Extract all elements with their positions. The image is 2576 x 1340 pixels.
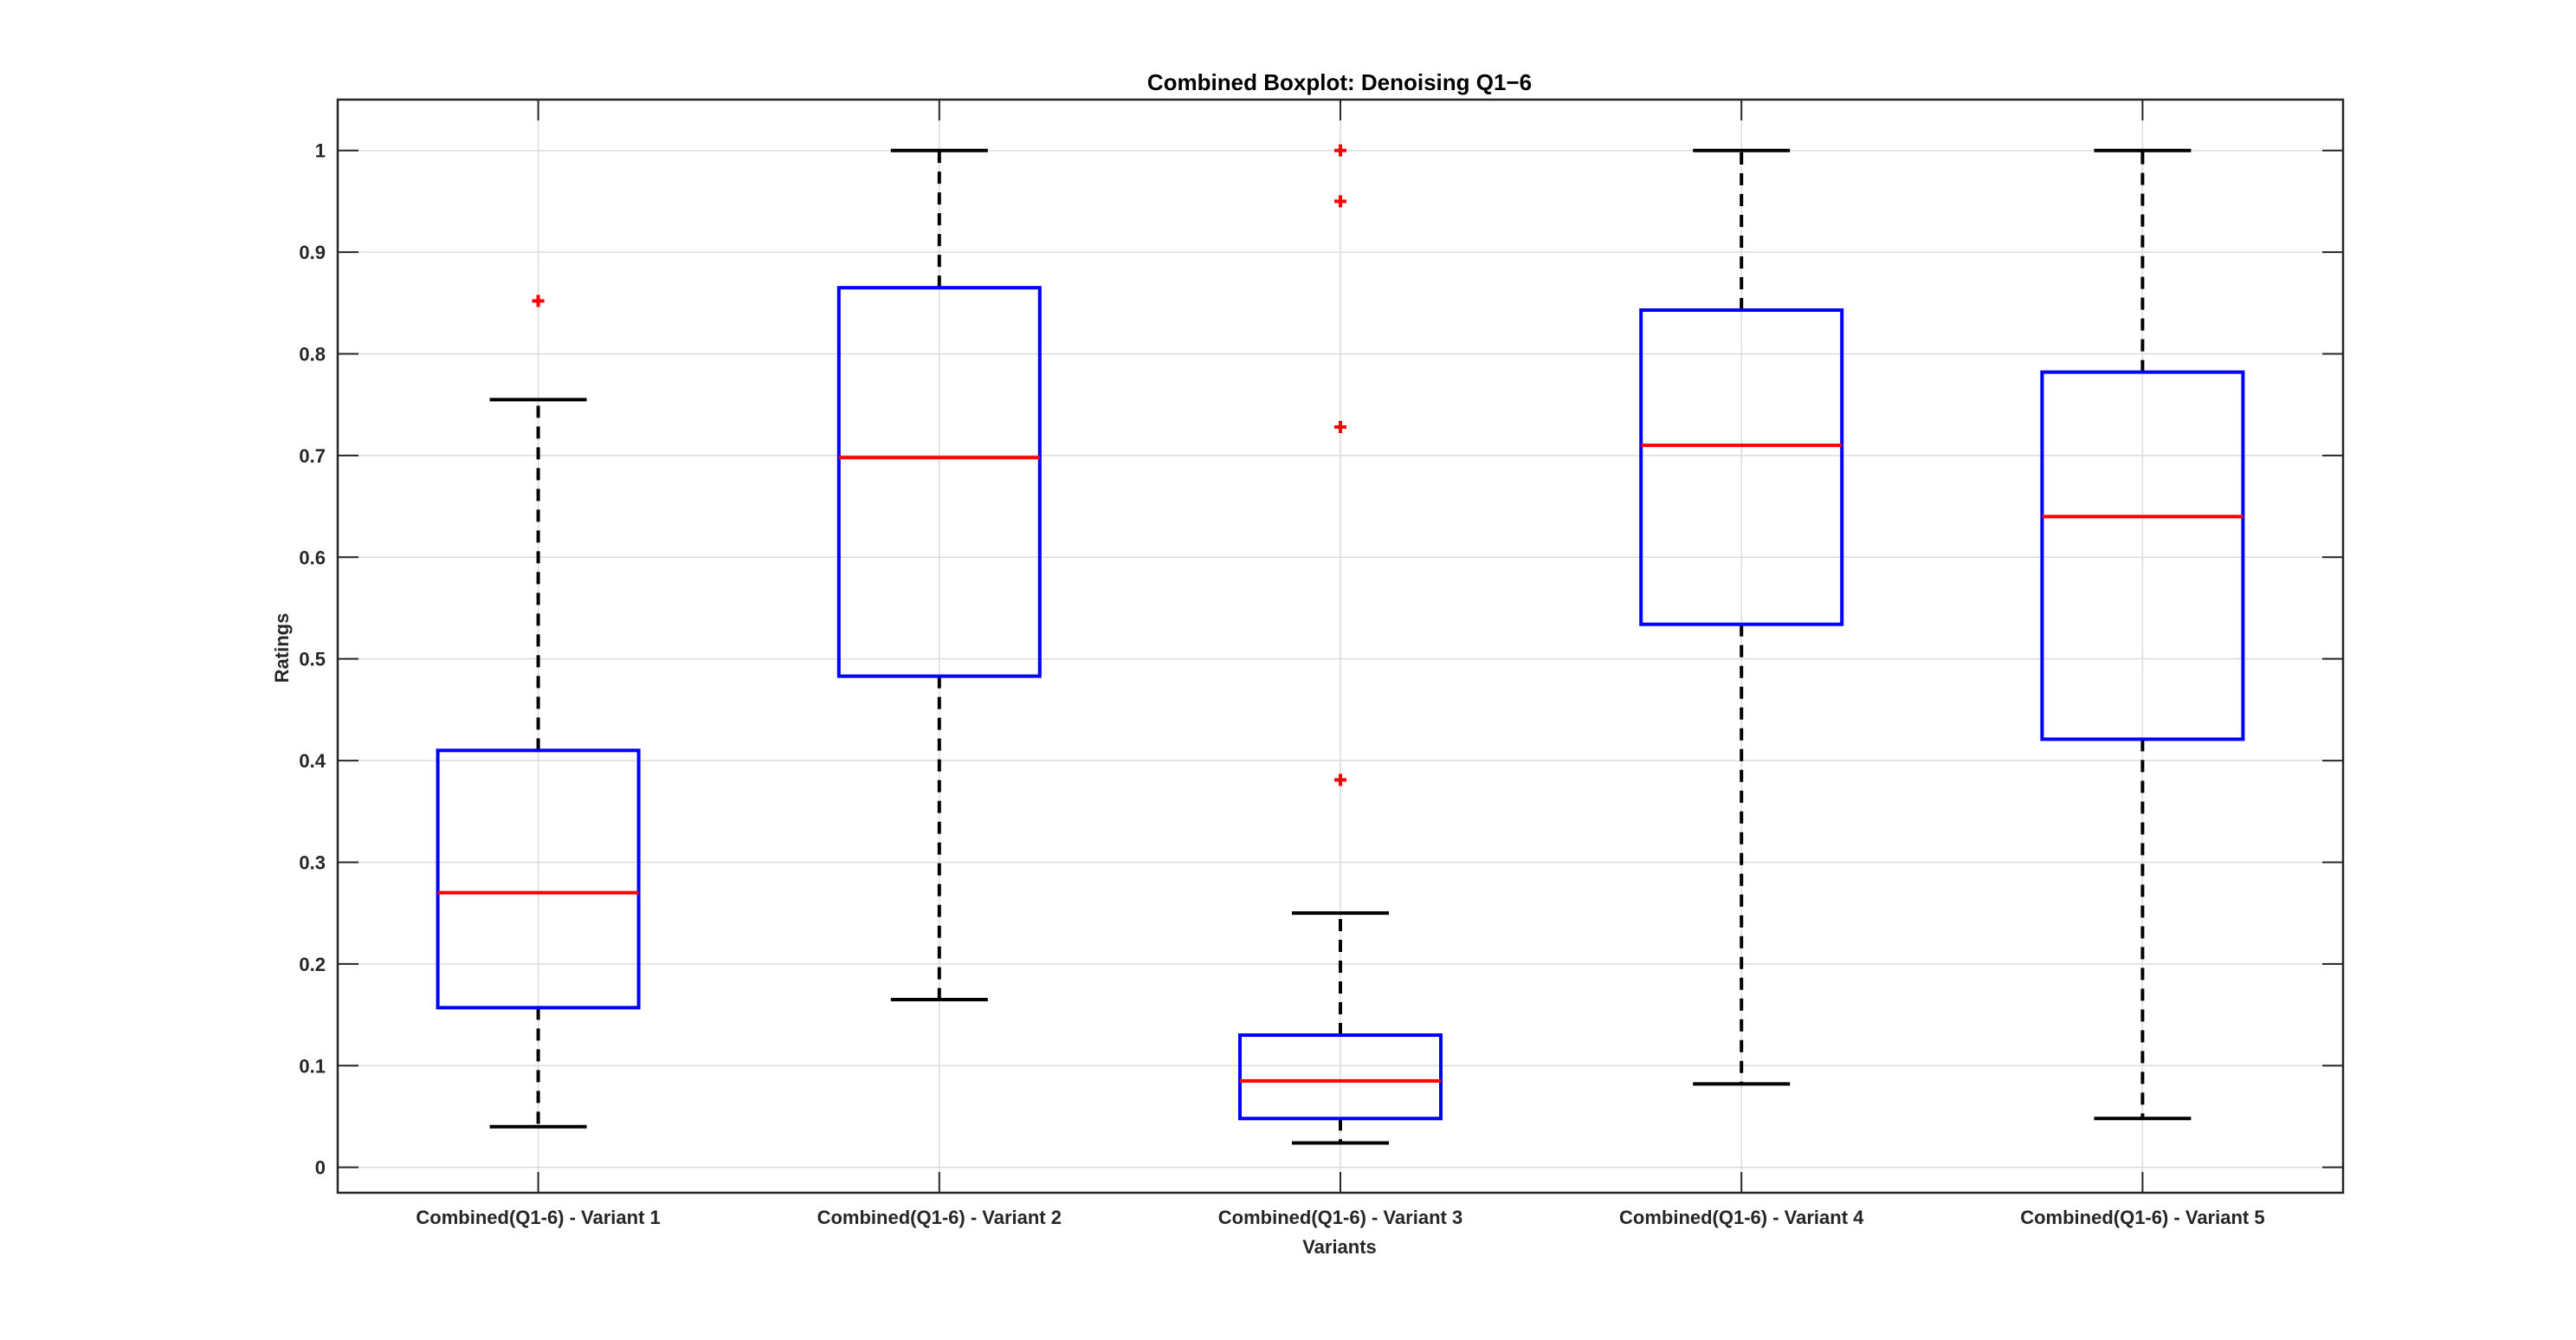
outlier-marker xyxy=(1334,774,1346,787)
iqr-box xyxy=(2040,370,2245,741)
x-axis-label: Variants xyxy=(1302,1236,1377,1258)
box-group-variant-2 xyxy=(836,148,1042,1001)
x-tick-label: Combined(Q1-6) - Variant 5 xyxy=(2020,1207,2264,1228)
iqr-box xyxy=(1238,1033,1443,1121)
box-layer xyxy=(436,144,2245,1145)
x-tick-label: Combined(Q1-6) - Variant 3 xyxy=(1218,1207,1462,1228)
y-tick-label: 0.5 xyxy=(299,649,326,670)
x-tick-label: Combined(Q1-6) - Variant 2 xyxy=(817,1207,1062,1228)
outlier-marker xyxy=(1334,195,1346,208)
iqr-box xyxy=(1639,308,1844,626)
y-tick-label: 0.7 xyxy=(299,445,326,467)
label-layer: Combined Boxplot: Denoising Q1−6 Variant… xyxy=(271,69,1532,1258)
x-tick-label: Combined(Q1-6) - Variant 4 xyxy=(1619,1207,1864,1228)
y-axis-label: Ratings xyxy=(271,613,293,683)
y-tick-label: 0.3 xyxy=(299,851,326,873)
y-tick-label: 0.8 xyxy=(299,343,326,365)
axes-layer: 0 0.1 0.2 0.3 0.4 0.5 0.6 0.7 0.8 0.9 1 Combined(Q1… xyxy=(299,98,2345,1228)
chart-title: Combined Boxplot: Denoising Q1−6 xyxy=(1147,69,1532,95)
box-group-variant-3 xyxy=(1238,144,1443,1145)
box-group-variant-5 xyxy=(2040,148,2245,1121)
y-tick-label: 0.2 xyxy=(299,954,326,975)
iqr-box xyxy=(836,286,1042,678)
y-tick-label: 0 xyxy=(315,1157,326,1179)
outlier-marker xyxy=(1334,421,1346,434)
outlier-marker xyxy=(532,295,545,307)
y-tick-label: 1 xyxy=(315,140,326,162)
y-tick-label: 0.6 xyxy=(299,547,326,568)
outlier-marker xyxy=(1334,144,1346,157)
y-tick-label: 0.4 xyxy=(299,750,326,772)
y-tick-label: 0.1 xyxy=(299,1055,326,1077)
iqr-box xyxy=(436,748,641,1010)
x-tick-label: Combined(Q1-6) - Variant 1 xyxy=(416,1207,660,1228)
y-tick-label: 0.9 xyxy=(299,242,326,263)
box-group-variant-1 xyxy=(436,295,641,1129)
axes-frame xyxy=(336,98,2345,1194)
box-group-variant-4 xyxy=(1639,148,1844,1086)
